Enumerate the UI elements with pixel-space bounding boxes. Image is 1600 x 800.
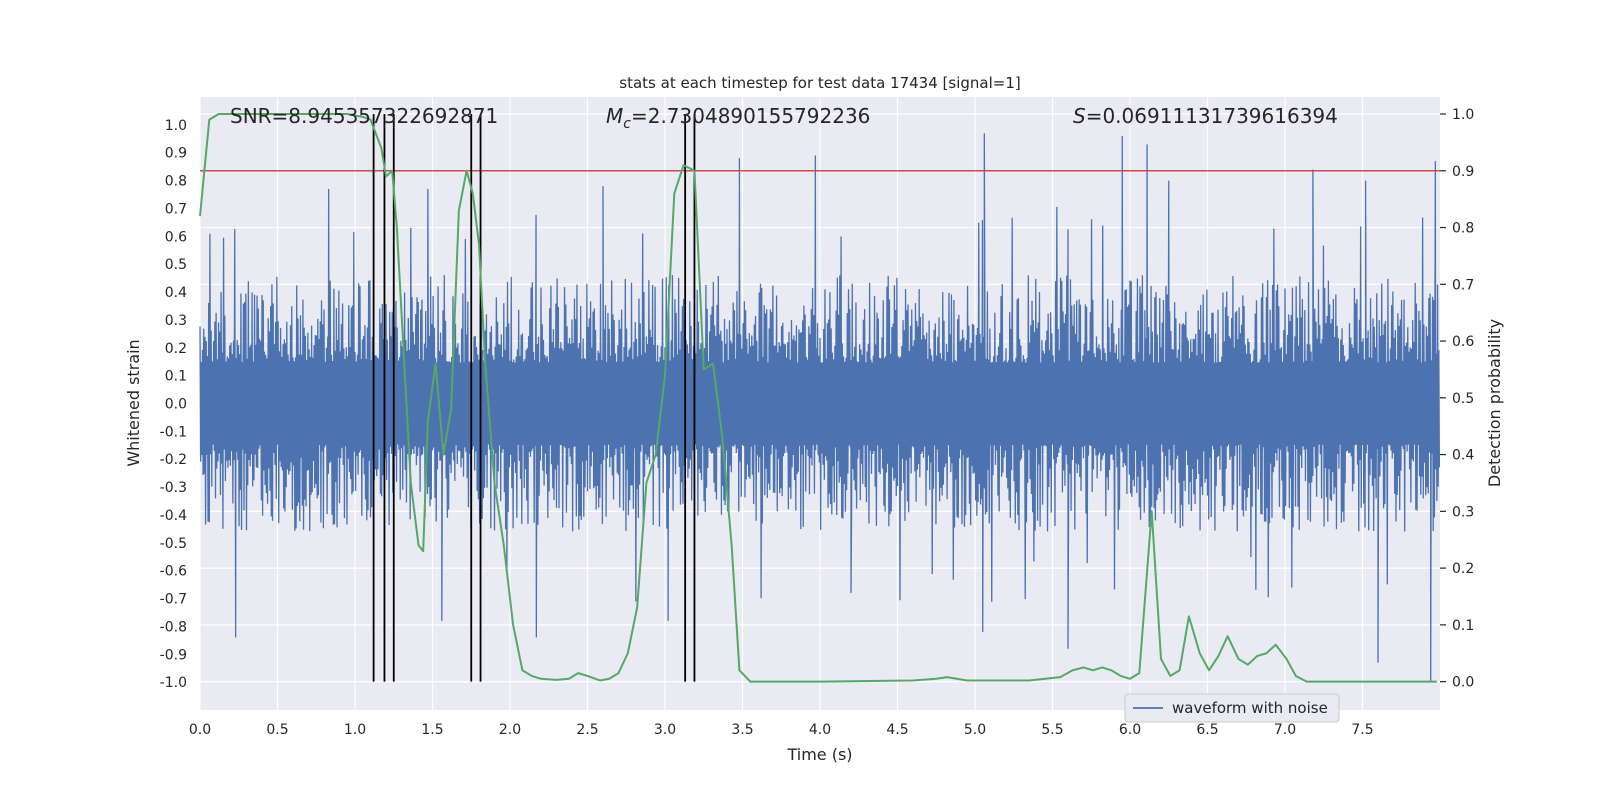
y-tick-label-right: 0.4 bbox=[1452, 448, 1474, 464]
y-tick-label: 0.0 bbox=[165, 397, 187, 413]
overlays bbox=[199, 113, 1440, 683]
x-tick-label: 2.5 bbox=[576, 722, 598, 738]
y-tick-label: -0.1 bbox=[160, 424, 187, 440]
y-tick-label: -0.5 bbox=[160, 536, 187, 552]
y-tick-label: 0.8 bbox=[165, 174, 187, 190]
y-tick-label-right: 0.6 bbox=[1452, 334, 1474, 350]
chirp-mass-symbol: M bbox=[606, 104, 623, 128]
legend: waveform with noise bbox=[1124, 693, 1340, 723]
x-axis-label: Time (s) bbox=[786, 745, 852, 764]
y-tick-label: -0.6 bbox=[160, 564, 187, 580]
x-tick-label: 3.5 bbox=[731, 722, 753, 738]
legend-box bbox=[1124, 693, 1340, 723]
y-tick-label: -0.2 bbox=[160, 452, 187, 468]
chirp-mass-value: =2.7304890155792236 bbox=[631, 104, 870, 128]
x-tick-label: 3.0 bbox=[654, 722, 676, 738]
s-value: =0.06911131739616394 bbox=[1086, 104, 1338, 128]
y-axis-label-right: Detection probability bbox=[1485, 319, 1504, 487]
x-tick-label: 1.0 bbox=[344, 722, 366, 738]
x-tick-label: 1.5 bbox=[421, 722, 443, 738]
y-tick-label: 0.2 bbox=[165, 341, 187, 357]
y-ticks-right: 1.0 0.9 0.8 0.7 0.6 0.5 0.4 0.3 0.2 0.1 0.0 bbox=[1440, 107, 1474, 691]
y-tick-label-right: 0.8 bbox=[1452, 221, 1474, 237]
x-tick-label: 2.0 bbox=[499, 722, 521, 738]
y-tick-label: -0.4 bbox=[160, 508, 187, 524]
y-tick-label-right: 0.2 bbox=[1452, 561, 1474, 577]
y-tick-label: -0.8 bbox=[160, 619, 187, 635]
x-tick-label: 7.5 bbox=[1351, 722, 1373, 738]
x-ticks: 0.0 0.5 1.0 1.5 2.0 2.5 3.0 3.5 4.0 4.5 5.0 5.5 6.0 6… bbox=[189, 722, 1374, 738]
y-tick-label: 0.3 bbox=[165, 313, 187, 329]
x-tick-label: 0.5 bbox=[266, 722, 288, 738]
chirp-mass-subscript: c bbox=[623, 116, 631, 132]
x-tick-label: 7.0 bbox=[1274, 722, 1296, 738]
s-symbol: S bbox=[1073, 104, 1086, 128]
y-tick-label-right: 1.0 bbox=[1452, 107, 1474, 123]
y-ticks: 1.0 0.9 0.8 0.7 0.6 0.5 0.4 0.3 0.2 0.1 0.0 -0.1 -0.… bbox=[160, 118, 187, 691]
y-tick-label-right: 0.9 bbox=[1452, 164, 1474, 180]
y-tick-label: 0.9 bbox=[165, 146, 187, 162]
y-tick-label-right: 0.3 bbox=[1452, 504, 1474, 520]
y-tick-label: -0.3 bbox=[160, 480, 187, 496]
x-tick-label: 6.5 bbox=[1196, 722, 1218, 738]
y-tick-label-right: 0.5 bbox=[1452, 391, 1474, 407]
x-tick-label: 4.5 bbox=[886, 722, 908, 738]
y-tick-label: 0.1 bbox=[165, 369, 187, 385]
x-tick-label: 4.0 bbox=[809, 722, 831, 738]
y-axis-label: Whitened strain bbox=[124, 339, 143, 466]
s-annotation: S=0.06911131739616394 bbox=[1073, 104, 1338, 128]
x-tick-label: 6.0 bbox=[1119, 722, 1141, 738]
y-tick-label: 0.6 bbox=[165, 229, 187, 245]
chart-title: stats at each timestep for test data 174… bbox=[619, 74, 1020, 92]
y-tick-label: -1.0 bbox=[160, 675, 187, 691]
y-tick-label: 0.5 bbox=[165, 257, 187, 273]
y-tick-label: 1.0 bbox=[165, 118, 187, 134]
y-tick-label: 0.4 bbox=[165, 285, 187, 301]
legend-label: waveform with noise bbox=[1172, 699, 1328, 717]
y-tick-label: -0.7 bbox=[160, 592, 187, 608]
x-tick-label: 5.5 bbox=[1041, 722, 1063, 738]
y-tick-label-right: 0.7 bbox=[1452, 277, 1474, 293]
y-tick-label: 0.7 bbox=[165, 201, 187, 217]
y-tick-label-right: 0.0 bbox=[1452, 675, 1474, 691]
detection-probability-line bbox=[199, 113, 1437, 683]
y-tick-label: -0.9 bbox=[160, 647, 187, 663]
snr-annotation: SNR=8.945357322692871 bbox=[230, 104, 498, 128]
y-tick-label-right: 0.1 bbox=[1452, 618, 1474, 634]
x-tick-label: 5.0 bbox=[964, 722, 986, 738]
x-tick-label: 0.0 bbox=[189, 722, 211, 738]
chirp-mass-annotation: Mc=2.7304890155792236 bbox=[606, 104, 870, 132]
